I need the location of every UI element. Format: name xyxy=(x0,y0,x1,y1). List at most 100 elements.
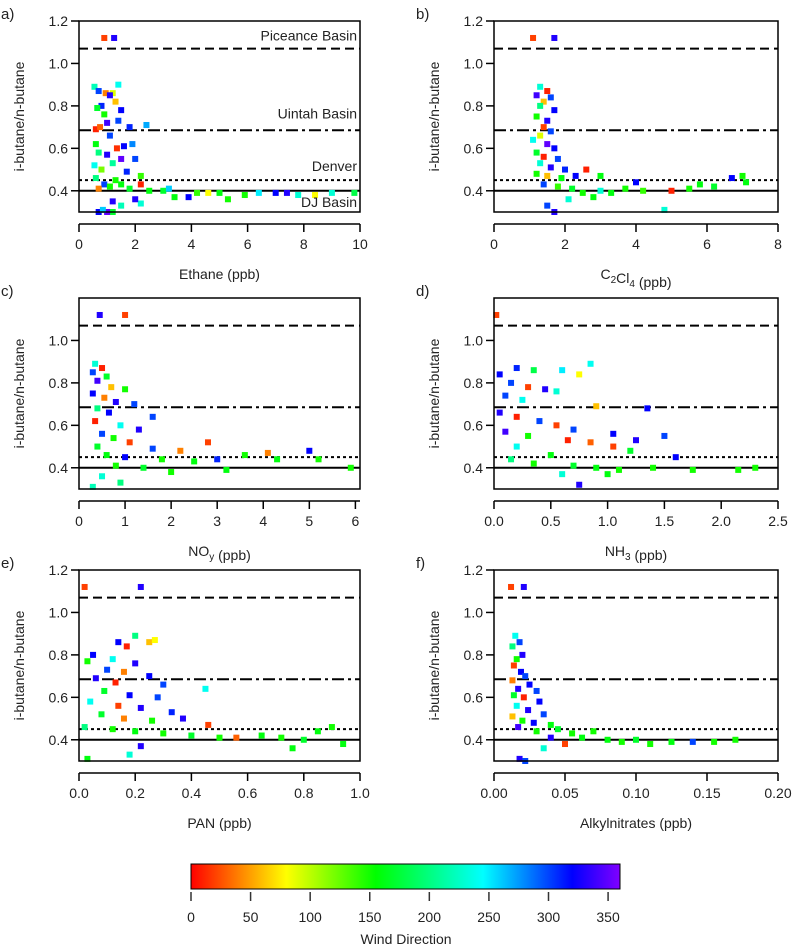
data-point xyxy=(540,711,547,718)
data-point xyxy=(132,155,139,162)
data-point xyxy=(547,721,554,728)
data-point xyxy=(520,583,527,590)
data-point xyxy=(540,745,547,752)
panel-e: e) 0.4 0.6 0.8 1.0 1.2 i-butane/n-butane 0.0 0.2… xyxy=(1,555,370,831)
data-point xyxy=(496,371,503,378)
x-tick-label: 0.05 xyxy=(551,785,578,801)
data-point xyxy=(668,738,675,745)
data-point xyxy=(118,181,125,188)
data-point xyxy=(101,181,108,188)
y-tick-label: 1.0 xyxy=(464,55,484,71)
data-point xyxy=(223,466,230,473)
y-axis-label: i-butane/n-butane xyxy=(426,610,442,720)
data-point xyxy=(109,656,116,663)
colorbar-tick-label: 100 xyxy=(298,909,322,925)
data-point xyxy=(160,730,167,737)
data-point xyxy=(668,187,675,194)
data-point xyxy=(516,755,523,762)
data-point xyxy=(81,724,88,731)
data-point xyxy=(512,632,519,639)
data-point xyxy=(214,456,221,463)
data-point xyxy=(572,172,579,179)
data-point xyxy=(95,88,102,95)
colorbar-tick-label: 300 xyxy=(537,909,561,925)
data-point xyxy=(732,736,739,743)
data-point xyxy=(579,189,586,196)
panel-label: c) xyxy=(1,283,14,300)
data-point xyxy=(241,452,248,459)
x-axis-label: Alkylnitrates (ppb) xyxy=(580,815,692,831)
x-tick-label: 0.5 xyxy=(541,513,561,529)
panel-f: f) 0.4 0.6 0.8 1.0 1.2 i-butane/n-butane 0.00 0.… xyxy=(416,555,792,831)
x-tick-label: 0.0 xyxy=(69,785,89,801)
data-point xyxy=(564,437,571,444)
data-point xyxy=(633,437,639,444)
data-point xyxy=(204,439,211,446)
data-point xyxy=(112,98,119,105)
data-point xyxy=(547,452,554,459)
data-point xyxy=(122,454,129,461)
x-tick-label: 1 xyxy=(121,513,129,529)
x-tick-label: 1.0 xyxy=(598,513,618,529)
data-point xyxy=(92,360,99,367)
x-tick-label: 0.6 xyxy=(238,785,258,801)
data-point xyxy=(509,677,516,684)
data-points xyxy=(91,34,358,215)
colorbar-label: Wind Direction xyxy=(360,931,451,947)
data-point xyxy=(108,384,115,391)
data-point xyxy=(137,200,144,207)
data-point xyxy=(168,469,175,476)
data-point xyxy=(92,175,99,182)
data-point xyxy=(508,456,515,463)
x-tick-label: 0 xyxy=(75,513,83,529)
data-point xyxy=(137,172,144,179)
reference-label: Denver xyxy=(312,158,357,174)
panel-label: a) xyxy=(1,6,14,23)
x-tick-label: 10 xyxy=(352,236,368,252)
data-point xyxy=(593,464,600,471)
x-tick-label: 8 xyxy=(774,236,782,252)
data-point xyxy=(205,721,212,728)
data-point xyxy=(644,405,651,412)
data-point xyxy=(554,155,561,162)
data-point xyxy=(103,373,110,380)
data-point xyxy=(89,390,96,397)
data-point xyxy=(533,92,540,99)
data-point xyxy=(278,734,285,741)
data-points xyxy=(89,311,354,490)
data-point xyxy=(579,734,586,741)
data-point xyxy=(711,738,718,745)
data-point xyxy=(347,464,354,471)
plot-frame xyxy=(493,20,779,213)
data-point xyxy=(84,755,91,762)
data-point xyxy=(536,698,543,705)
plot-frame xyxy=(78,297,361,490)
data-point xyxy=(123,168,130,175)
data-point xyxy=(565,196,572,203)
reference-label: Piceance Basin xyxy=(260,28,357,44)
data-point xyxy=(233,734,240,741)
reference-label: DJ Basin xyxy=(301,194,357,210)
data-point xyxy=(300,736,307,743)
y-tick-label: 0.6 xyxy=(464,689,484,705)
data-point xyxy=(118,202,125,209)
data-point xyxy=(126,751,133,758)
data-point xyxy=(526,681,533,688)
x-axis-label-text: Cl xyxy=(616,270,629,286)
data-point xyxy=(610,430,617,437)
data-point xyxy=(99,365,106,372)
x-axis-label: NH3 (ppb) xyxy=(605,543,667,563)
x-tick-label: 0.00 xyxy=(480,785,507,801)
y-tick-label: 1.0 xyxy=(49,604,69,620)
y-tick-label: 1.2 xyxy=(464,562,484,578)
data-point xyxy=(689,466,696,473)
y-axis-label: i-butane/n-butane xyxy=(11,61,27,171)
panel-a: a) Piceance Basin Uintah Basin Denver DJ Bas… xyxy=(1,6,368,282)
x-tick-label: 2 xyxy=(131,236,139,252)
data-point xyxy=(525,707,532,714)
x-axis-label: NOy (ppb) xyxy=(188,543,251,563)
data-point xyxy=(537,160,544,167)
y-tick-label: 1.2 xyxy=(464,13,484,29)
data-point xyxy=(126,692,133,699)
y-tick-label: 1.0 xyxy=(49,332,69,348)
